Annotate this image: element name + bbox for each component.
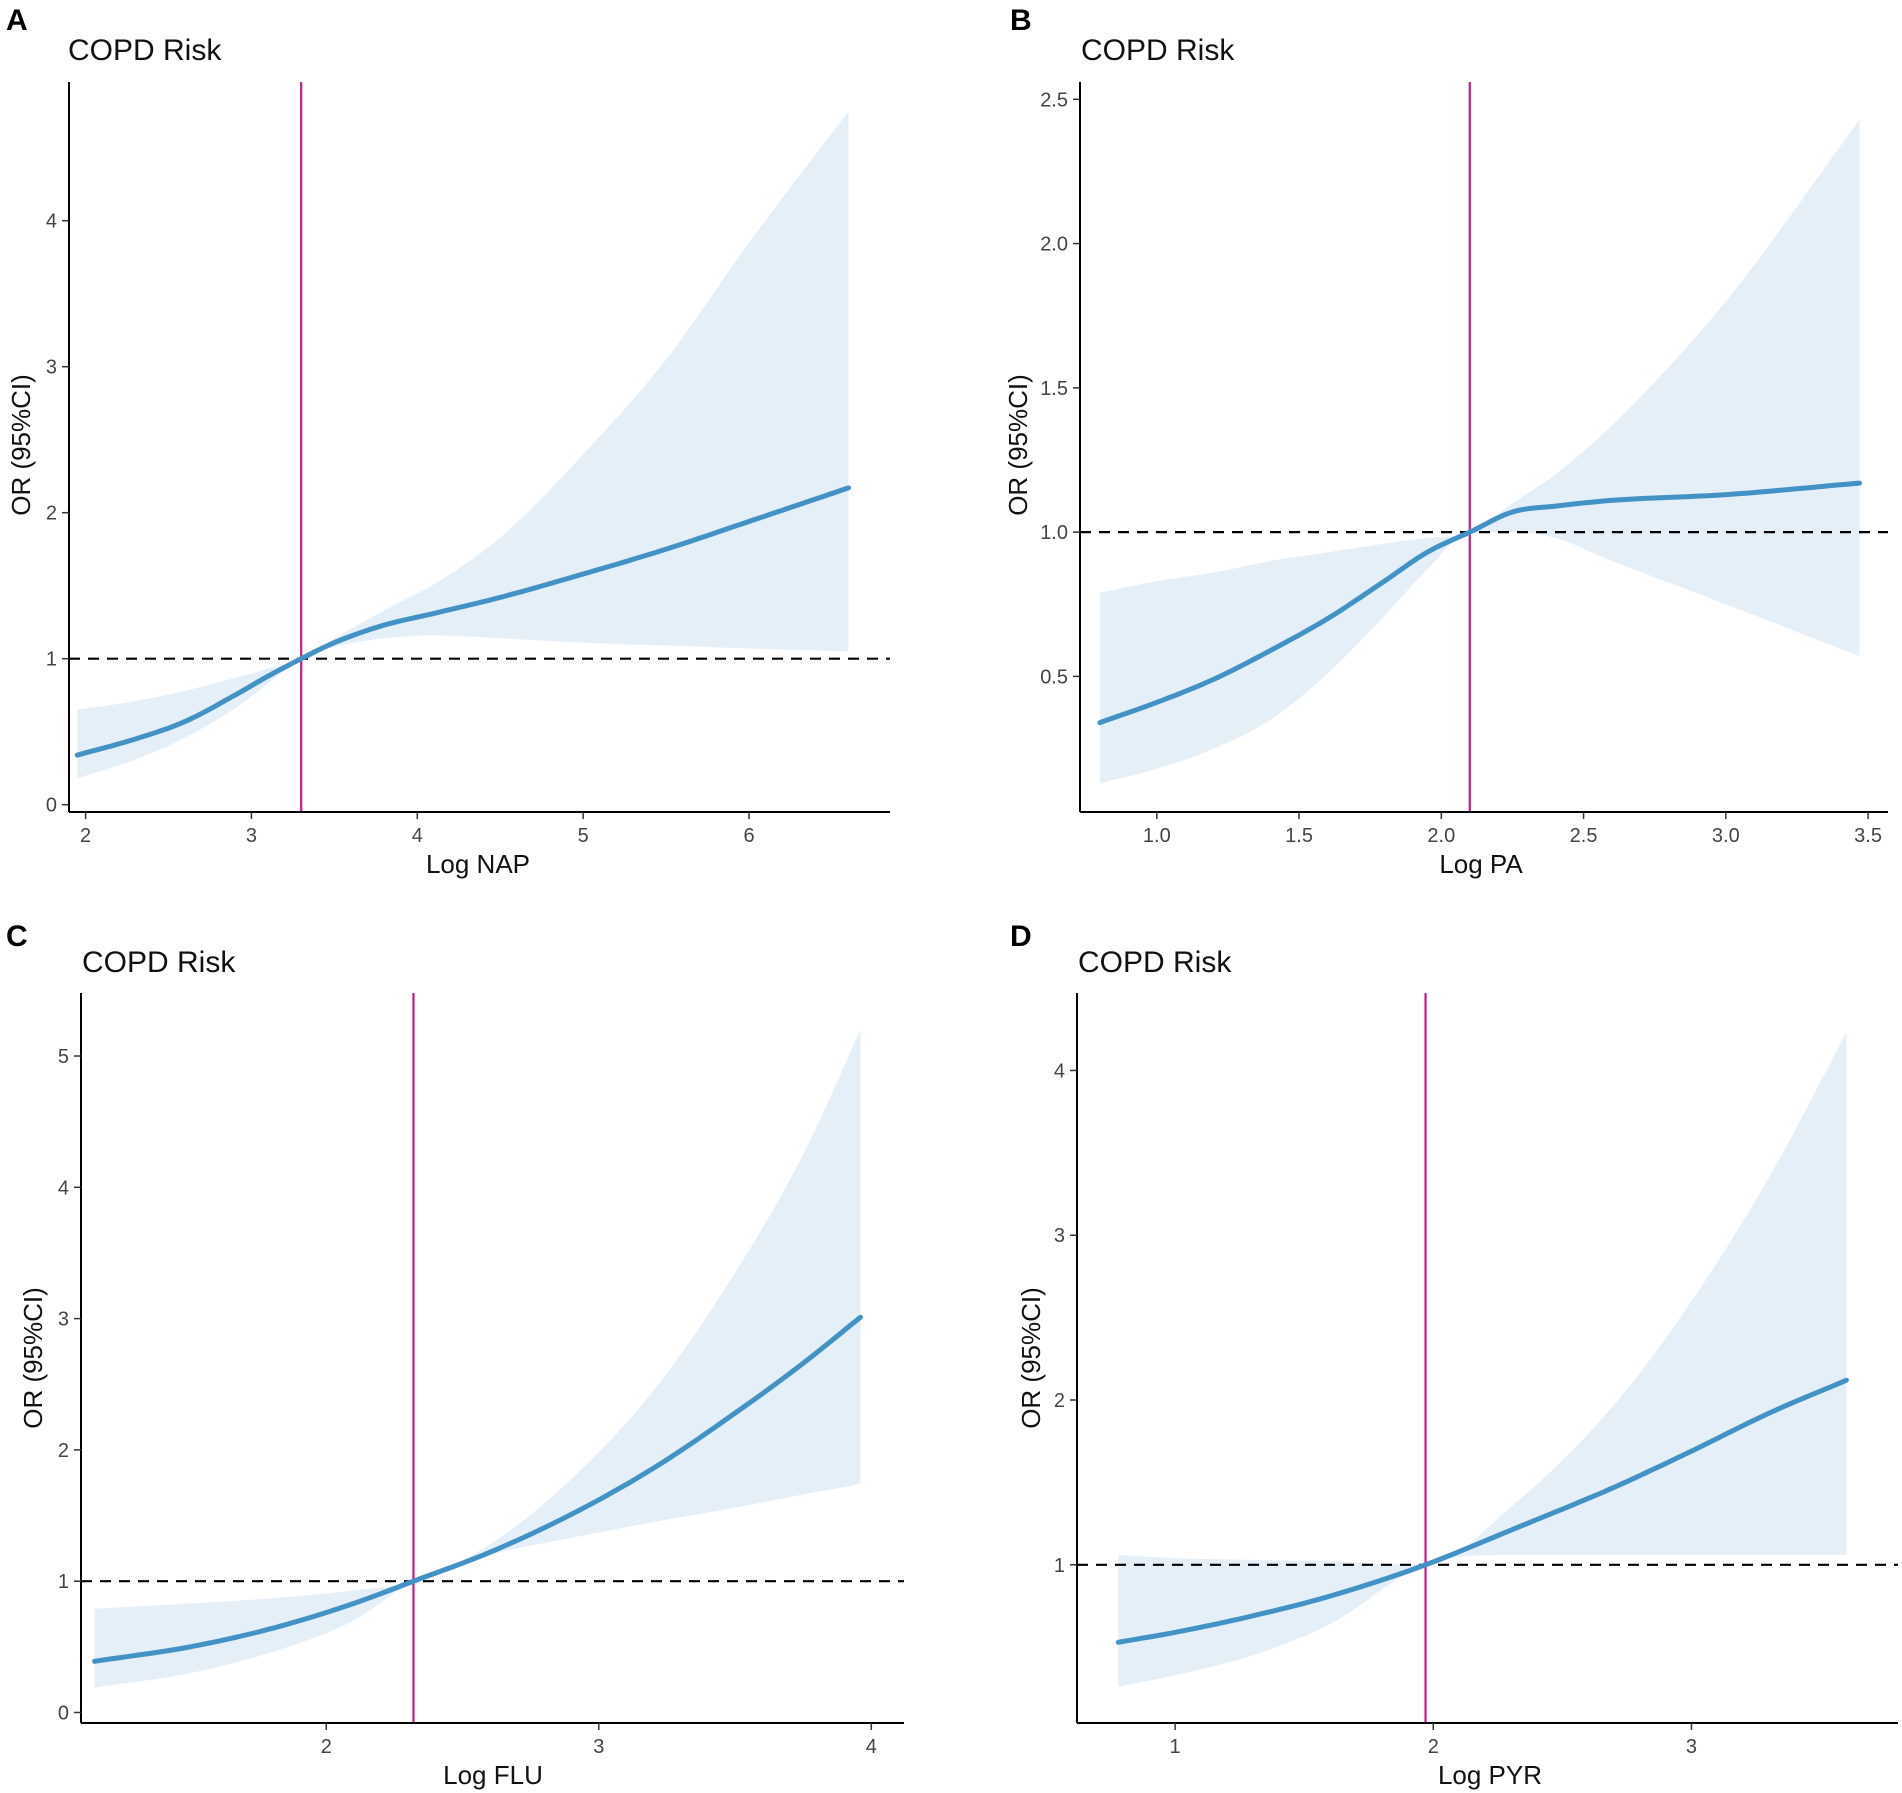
y-tick-label: 0: [46, 795, 57, 817]
x-tick-label: 5: [578, 825, 589, 847]
x-axis-label: Log PYR: [1438, 1760, 1542, 1790]
y-tick-label: 3: [58, 1309, 69, 1331]
x-tick-label: 2: [321, 1736, 332, 1758]
x-tick-label: 3.5: [1854, 825, 1882, 847]
y-tick-label: 0.5: [1040, 666, 1068, 688]
ci-band: [1099, 119, 1860, 784]
panel-c: C COPD Risk 2 3 4 0 1 2 3 4 5 Log FLU OR (95%CI): [6, 920, 904, 1790]
y-axis-label: OR (95%CI): [1003, 374, 1033, 516]
panel-letter: D: [1010, 920, 1032, 953]
panel-title: COPD Risk: [68, 34, 222, 67]
x-tick-label: 1.5: [1285, 825, 1313, 847]
ci-band: [1118, 1032, 1847, 1687]
y-tick-label: 2.0: [1040, 234, 1068, 256]
x-tick-label: 2.0: [1427, 825, 1455, 847]
x-tick-label: 6: [743, 825, 754, 847]
x-tick-label: 1.0: [1143, 825, 1171, 847]
or-curve: [74, 485, 851, 758]
x-tick-label: 3: [1686, 1736, 1697, 1758]
x-tick-label: 3.0: [1712, 825, 1740, 847]
x-tick-label: 2: [1428, 1736, 1439, 1758]
y-tick-label: 5: [58, 1046, 69, 1068]
y-tick-label: 4: [46, 211, 57, 233]
y-tick-label: 3: [46, 357, 57, 379]
y-tick-label: 1.0: [1040, 522, 1068, 544]
x-tick-label: 4: [866, 1736, 877, 1758]
panel-title: COPD Risk: [1081, 34, 1235, 67]
panel-letter: B: [1010, 4, 1032, 37]
or-curve: [92, 1314, 863, 1664]
y-axis-label: OR (95%CI): [6, 374, 36, 516]
ci-band: [77, 111, 849, 779]
x-tick-label: 3: [246, 825, 257, 847]
x-axis-label: Log PA: [1439, 849, 1523, 879]
x-axis-label: Log NAP: [426, 849, 530, 879]
panel-d: D COPD Risk 1 2 3 1 2 3 4 Log PYR OR (95%CI): [1010, 920, 1898, 1790]
ci-band: [94, 1029, 861, 1688]
panel-a: A COPD Risk 2 3 4 5 6 0 1 2 3 4 Log NAP OR (95%CI…: [6, 4, 890, 879]
y-axis-label: OR (95%CI): [1016, 1287, 1046, 1429]
y-tick-label: 2: [46, 503, 57, 525]
y-tick-label: 2.5: [1040, 89, 1068, 111]
x-tick-label: 4: [412, 825, 423, 847]
y-tick-label: 4: [58, 1177, 69, 1199]
y-tick-label: 2: [58, 1440, 69, 1462]
x-tick-label: 2: [80, 825, 91, 847]
x-tick-label: 2.5: [1570, 825, 1598, 847]
y-axis-label: OR (95%CI): [18, 1287, 48, 1429]
y-tick-label: 0: [58, 1702, 69, 1724]
panel-title: COPD Risk: [82, 946, 236, 979]
or-curve: [1097, 480, 1862, 726]
panel-letter: A: [6, 4, 28, 37]
panel-letter: C: [6, 920, 28, 953]
x-tick-label: 1: [1170, 1736, 1181, 1758]
y-tick-label: 1: [1054, 1555, 1065, 1577]
y-tick-label: 3: [1054, 1225, 1065, 1247]
y-tick-label: 4: [1054, 1060, 1065, 1082]
y-tick-label: 2: [1054, 1390, 1065, 1412]
panel-title: COPD Risk: [1078, 946, 1232, 979]
y-tick-label: 1.5: [1040, 378, 1068, 400]
or-curve: [1115, 1377, 1849, 1645]
y-tick-label: 1: [58, 1571, 69, 1593]
x-axis-label: Log FLU: [443, 1760, 543, 1790]
y-tick-label: 1: [46, 649, 57, 671]
panel-b: B COPD Risk 1.0 1.5 2.0 2.5 3.0 3.5 0.5 1.0 1.5 2…: [1003, 4, 1888, 879]
x-tick-label: 3: [593, 1736, 604, 1758]
